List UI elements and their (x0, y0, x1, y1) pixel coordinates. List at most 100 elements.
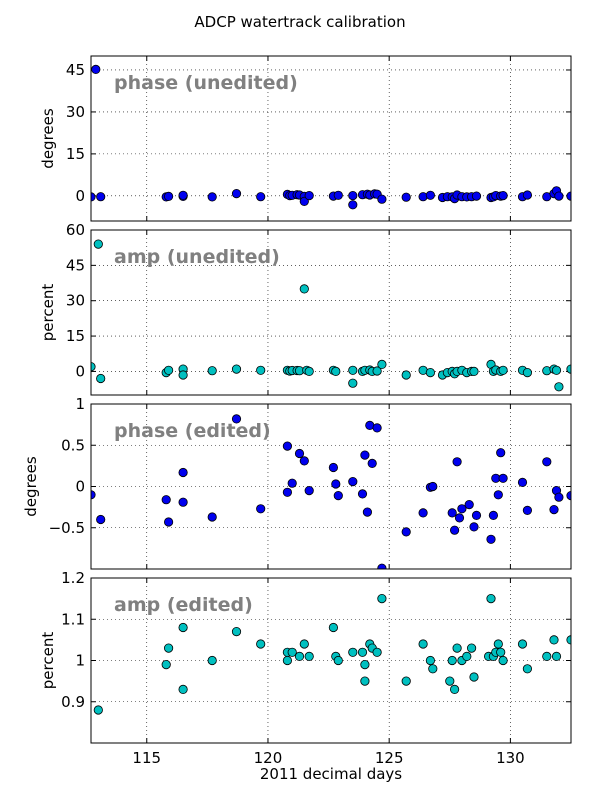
data-point (294, 448, 305, 459)
y-axis-label: percent (39, 284, 57, 342)
data-point (161, 659, 171, 670)
data-point (401, 370, 411, 380)
data-point (287, 478, 297, 488)
y-axis-label: percent (39, 632, 57, 690)
data-point (522, 505, 533, 515)
data-point (447, 508, 457, 518)
data-point (425, 655, 435, 666)
data-point (401, 192, 411, 202)
data-point (348, 191, 358, 201)
data-point (164, 643, 174, 653)
data-point (348, 378, 358, 388)
data-point (462, 651, 472, 662)
panel-3: −0.5 0 0.5 1 phase (edited) degrees (22, 395, 572, 570)
data-point (554, 382, 564, 392)
data-point (551, 365, 562, 375)
data-point (348, 365, 358, 375)
data-point (287, 647, 297, 657)
y-tick-label: 60 (66, 221, 85, 239)
data-point (256, 365, 266, 375)
data-point (377, 593, 387, 604)
data-point (452, 643, 462, 653)
data-point (449, 684, 460, 695)
data-point (207, 192, 217, 202)
data-point (377, 563, 387, 569)
data-point (372, 423, 382, 433)
data-point (282, 487, 292, 497)
data-point (498, 191, 508, 201)
data-point (282, 441, 292, 451)
y-tick-label: 0 (75, 187, 85, 205)
data-point (93, 705, 103, 715)
data-point (360, 659, 370, 670)
axes-frame (90, 229, 572, 396)
y-tick-label: 45 (66, 61, 85, 79)
data-point (299, 456, 309, 466)
data-point (231, 626, 242, 637)
panels-group: 0 15 30 45 phase (unedited) degrees 0 15 30 45 60 a… (22, 55, 572, 767)
data-point (445, 676, 455, 686)
data-point (372, 366, 382, 376)
x-tick-label: 130 (496, 749, 525, 767)
y-tick-label: 0.5 (61, 436, 85, 454)
data-point (498, 473, 508, 483)
x-tick-label: 115 (132, 749, 161, 767)
data-point (498, 655, 508, 666)
data-point (207, 366, 217, 376)
data-point (256, 639, 266, 649)
axes-frame (90, 577, 572, 744)
data-point (207, 655, 217, 666)
data-point (207, 512, 217, 522)
data-point (466, 643, 477, 653)
y-tick-label: 15 (66, 327, 85, 345)
data-point (231, 364, 242, 374)
data-point (299, 284, 309, 294)
data-point (493, 490, 503, 500)
y-tick-label: 30 (66, 292, 85, 310)
data-point (304, 366, 314, 376)
panel-label: amp (edited) (114, 594, 253, 616)
data-point (328, 462, 338, 473)
y-tick-label: 0.9 (61, 693, 85, 711)
data-point (96, 514, 106, 525)
x-axis-label: 2011 decimal days (260, 765, 402, 783)
data-point (362, 507, 372, 517)
data-point (299, 196, 309, 206)
data-point (469, 672, 479, 682)
panel-1: 0 15 30 45 phase (unedited) degrees (39, 55, 572, 222)
data-point (549, 504, 559, 515)
axes-frame (90, 55, 572, 222)
data-point (231, 414, 242, 424)
data-point (425, 190, 435, 200)
data-point (304, 485, 314, 496)
data-point (542, 457, 552, 467)
x-tick-label: 120 (254, 749, 283, 767)
data-point (522, 367, 533, 378)
data-point (496, 448, 506, 458)
panel-2: 0 15 30 45 60 amp (unedited) percent (39, 221, 572, 396)
data-point (299, 639, 309, 649)
data-points (91, 239, 571, 392)
data-point (331, 366, 341, 376)
data-point (357, 489, 368, 499)
data-point (449, 525, 460, 535)
data-point (178, 497, 188, 507)
data-point (333, 655, 343, 666)
panel-label: phase (edited) (114, 420, 271, 442)
data-point (418, 508, 428, 518)
data-point (377, 359, 387, 369)
data-point (486, 534, 496, 544)
data-point (447, 655, 457, 666)
data-point (256, 192, 266, 202)
data-point (333, 190, 343, 200)
data-point (164, 191, 174, 201)
data-point (496, 647, 506, 657)
data-point (377, 194, 387, 204)
data-point (161, 495, 171, 505)
y-tick-label: 1.1 (61, 610, 85, 628)
data-point (367, 458, 377, 468)
y-tick-label: 15 (66, 145, 85, 163)
data-point (457, 504, 467, 514)
data-point (294, 651, 305, 662)
